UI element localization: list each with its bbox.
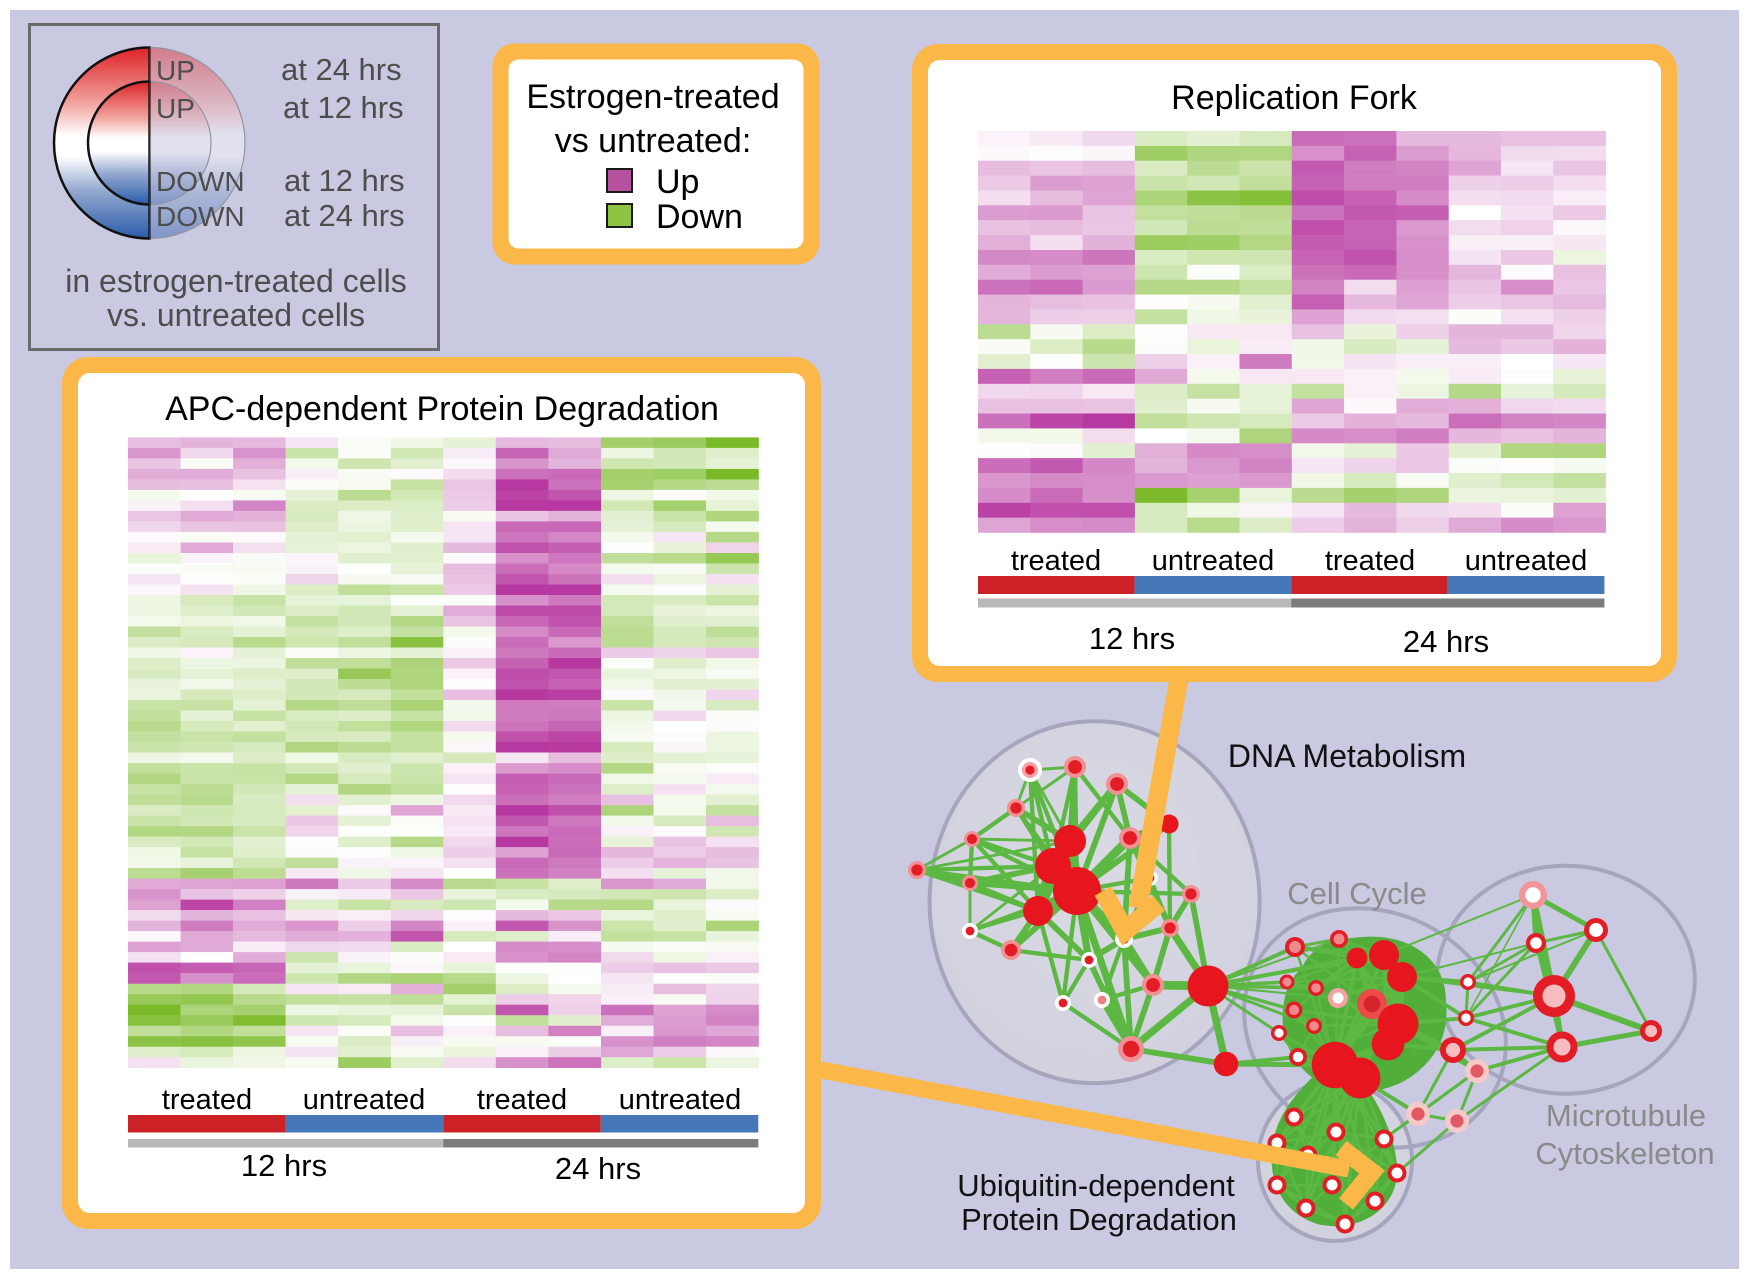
svg-text:treated: treated [1325, 545, 1415, 577]
svg-text:treated: treated [1011, 545, 1101, 577]
svg-text:treated: treated [477, 1084, 567, 1116]
svg-text:DOWN: DOWN [156, 166, 245, 197]
svg-text:24 hrs: 24 hrs [555, 1151, 641, 1186]
svg-text:Up: Up [656, 163, 699, 201]
svg-text:UP: UP [156, 55, 195, 86]
svg-text:untreated: untreated [1465, 545, 1588, 577]
svg-text:at 24 hrs: at 24 hrs [284, 198, 405, 233]
svg-text:at 24 hrs: at 24 hrs [281, 52, 402, 87]
svg-text:treated: treated [162, 1084, 252, 1116]
svg-text:vs. untreated cells: vs. untreated cells [107, 297, 365, 333]
svg-text:in estrogen-treated cells: in estrogen-treated cells [65, 263, 407, 299]
svg-text:at 12 hrs: at 12 hrs [283, 90, 404, 125]
svg-text:Cytoskeleton: Cytoskeleton [1535, 1136, 1714, 1171]
svg-text:vs untreated:: vs untreated: [555, 122, 752, 160]
svg-text:Replication Fork: Replication Fork [1171, 79, 1418, 117]
svg-text:Protein Degradation: Protein Degradation [961, 1202, 1237, 1237]
svg-text:Cell Cycle: Cell Cycle [1287, 876, 1427, 911]
svg-text:DOWN: DOWN [156, 201, 245, 232]
svg-text:12 hrs: 12 hrs [241, 1148, 327, 1183]
svg-text:Down: Down [656, 198, 743, 236]
svg-text:APC-dependent Protein Degradat: APC-dependent Protein Degradation [165, 390, 719, 428]
svg-text:UP: UP [156, 93, 195, 124]
svg-text:at 12 hrs: at 12 hrs [284, 163, 405, 198]
svg-text:untreated: untreated [619, 1084, 742, 1116]
svg-text:DNA Metabolism: DNA Metabolism [1228, 738, 1466, 774]
svg-text:untreated: untreated [1152, 545, 1275, 577]
svg-text:Estrogen-treated: Estrogen-treated [526, 78, 779, 116]
svg-text:Microtubule: Microtubule [1546, 1098, 1706, 1133]
svg-text:untreated: untreated [303, 1084, 426, 1116]
svg-text:Ubiquitin-dependent: Ubiquitin-dependent [957, 1168, 1235, 1203]
svg-text:24 hrs: 24 hrs [1403, 624, 1489, 659]
svg-text:12 hrs: 12 hrs [1089, 621, 1175, 656]
